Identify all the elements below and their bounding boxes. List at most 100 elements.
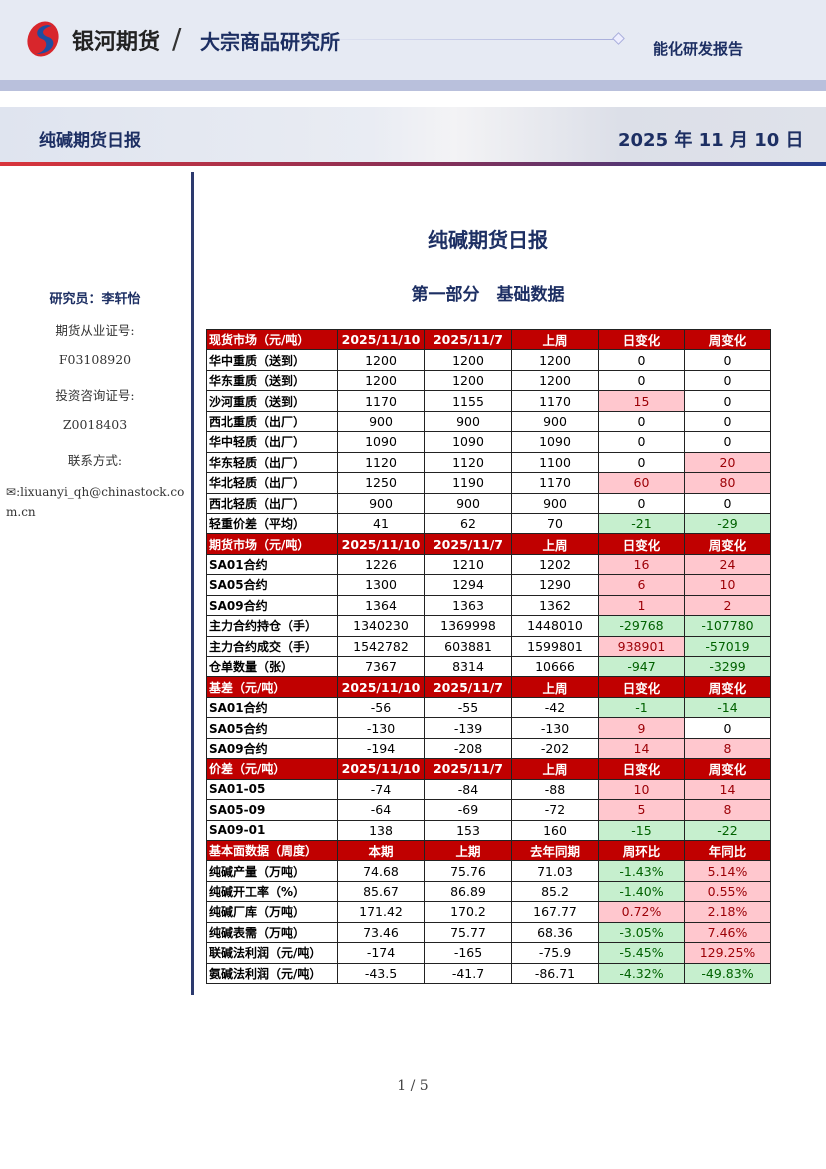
data-table: 现货市场（元/吨） 2025/11/10 2025/11/7 上周 日变化 周变化 华中重质… <box>206 328 771 985</box>
value-cell: -139 <box>424 717 512 739</box>
value-cell: -86.71 <box>511 962 599 985</box>
table-row: SA09合约 1364 1363 1362 1 2 <box>206 594 771 617</box>
row-label: 仓单数量（张） <box>206 655 338 678</box>
value-cell: 1090 <box>511 431 599 453</box>
value-cell: -64 <box>337 799 425 821</box>
value-cell: -72 <box>511 799 599 821</box>
column-header: 2025/11/7 <box>424 676 512 698</box>
change-cell: 7.46% <box>684 921 771 944</box>
change-cell: 2.18% <box>684 901 771 923</box>
column-header: 2025/11/7 <box>424 758 512 780</box>
change-cell: -3.05% <box>598 921 685 944</box>
value-cell: 75.77 <box>424 921 512 944</box>
column-header: 日变化 <box>598 533 685 555</box>
value-cell: 7367 <box>337 655 425 678</box>
sidebar-divider <box>191 172 194 995</box>
value-cell: 1120 <box>424 451 512 474</box>
change-cell: 0 <box>598 410 685 433</box>
page-number: 1 / 5 <box>397 1078 429 1094</box>
license-number: F03108920 <box>58 352 132 367</box>
change-cell: 60 <box>598 472 685 494</box>
column-header: 周环比 <box>598 839 685 862</box>
change-cell: 0 <box>684 410 771 433</box>
section-header-row: 基本面数据（周度） 本期 上期 去年同期 周环比 年同比 <box>206 839 771 862</box>
change-cell: 20 <box>684 451 771 474</box>
change-cell: -3299 <box>684 655 771 678</box>
value-cell: 1090 <box>337 431 425 453</box>
table-row: 联碱法利润（元/吨） -174 -165 -75.9 -5.45% 129.25% <box>206 942 771 964</box>
value-cell: -43.5 <box>337 962 425 985</box>
row-label: 纯碱表需（万吨） <box>206 921 338 944</box>
table-row: SA01合约 -56 -55 -42 -1 -14 <box>206 696 771 719</box>
report-header-band <box>0 0 826 80</box>
table-row: 西北轻质（出厂） 900 900 900 0 0 <box>206 492 771 514</box>
value-cell: 1155 <box>424 390 512 412</box>
value-cell: 900 <box>424 410 512 433</box>
table-row: SA09-01 138 153 160 -15 -22 <box>206 819 771 841</box>
change-cell: -15 <box>598 819 685 841</box>
value-cell: 1100 <box>511 451 599 474</box>
row-label: 主力合约成交（手） <box>206 635 338 658</box>
change-cell: -947 <box>598 655 685 678</box>
value-cell: 171.42 <box>337 901 425 923</box>
row-label: 华北轻质（出厂） <box>206 472 338 494</box>
table-row: 纯碱产量（万吨） 74.68 75.76 71.03 -1.43% 5.14% <box>206 860 771 882</box>
value-cell: 153 <box>424 819 512 841</box>
change-cell: -5.45% <box>598 942 685 964</box>
value-cell: 1200 <box>424 369 512 392</box>
value-cell: -202 <box>511 737 599 760</box>
table-row: 主力合约成交（手） 1542782 603881 1599801 938901 -5701… <box>206 635 771 658</box>
change-cell: 16 <box>598 553 685 576</box>
table-row: 华中轻质（出厂） 1090 1090 1090 0 0 <box>206 431 771 453</box>
value-cell: 1362 <box>511 594 599 617</box>
value-cell: 167.77 <box>511 901 599 923</box>
value-cell: 1250 <box>337 472 425 494</box>
title-band-underline <box>0 162 826 166</box>
section-title: 第一部分 基础数据 <box>411 285 565 305</box>
value-cell: -174 <box>337 942 425 964</box>
value-cell: 75.76 <box>424 860 512 882</box>
change-cell: -29 <box>684 512 771 535</box>
column-header: 上周 <box>511 676 599 698</box>
value-cell: 1290 <box>511 574 599 596</box>
contact-label: 联系方式: <box>67 453 123 468</box>
value-cell: -41.7 <box>424 962 512 985</box>
value-cell: 1448010 <box>511 615 599 637</box>
column-header: 日变化 <box>598 758 685 780</box>
value-cell: -130 <box>337 717 425 739</box>
table-row: 仓单数量（张） 7367 8314 10666 -947 -3299 <box>206 655 771 678</box>
column-header: 周变化 <box>684 533 771 555</box>
value-cell: 160 <box>511 819 599 841</box>
column-header: 上期 <box>424 839 512 862</box>
change-cell: 10 <box>684 574 771 596</box>
change-cell: -1 <box>598 696 685 719</box>
column-header: 2025/11/10 <box>337 758 425 780</box>
row-label: SA09-01 <box>206 819 338 841</box>
value-cell: 1200 <box>511 349 599 371</box>
change-cell: -14 <box>684 696 771 719</box>
value-cell: 41 <box>337 512 425 535</box>
change-cell: -29768 <box>598 615 685 637</box>
report-date: 2025 年 11 月 10 日 <box>618 130 804 151</box>
row-label: 华中轻质（出厂） <box>206 431 338 453</box>
change-cell: 129.25% <box>684 942 771 964</box>
value-cell: 1190 <box>424 472 512 494</box>
decorative-line <box>290 39 618 40</box>
change-cell: 8 <box>684 799 771 821</box>
contact-email[interactable]: ✉:lixuanyi_qh@chinastock.com.cn <box>6 482 190 522</box>
change-cell: 15 <box>598 390 685 412</box>
value-cell: 1294 <box>424 574 512 596</box>
value-cell: 1200 <box>511 369 599 392</box>
row-label: 沙河重质（送到） <box>206 390 338 412</box>
galaxy-futures-logo-icon <box>27 21 59 57</box>
row-label: SA05合约 <box>206 574 338 596</box>
value-cell: -84 <box>424 778 512 801</box>
change-cell: 24 <box>684 553 771 576</box>
value-cell: 1300 <box>337 574 425 596</box>
value-cell: 138 <box>337 819 425 841</box>
column-header: 周变化 <box>684 328 771 351</box>
table-row: 华中重质（送到） 1200 1200 1200 0 0 <box>206 349 771 371</box>
value-cell: -208 <box>424 737 512 760</box>
row-label: SA01合约 <box>206 696 338 719</box>
change-cell: -1.43% <box>598 860 685 882</box>
